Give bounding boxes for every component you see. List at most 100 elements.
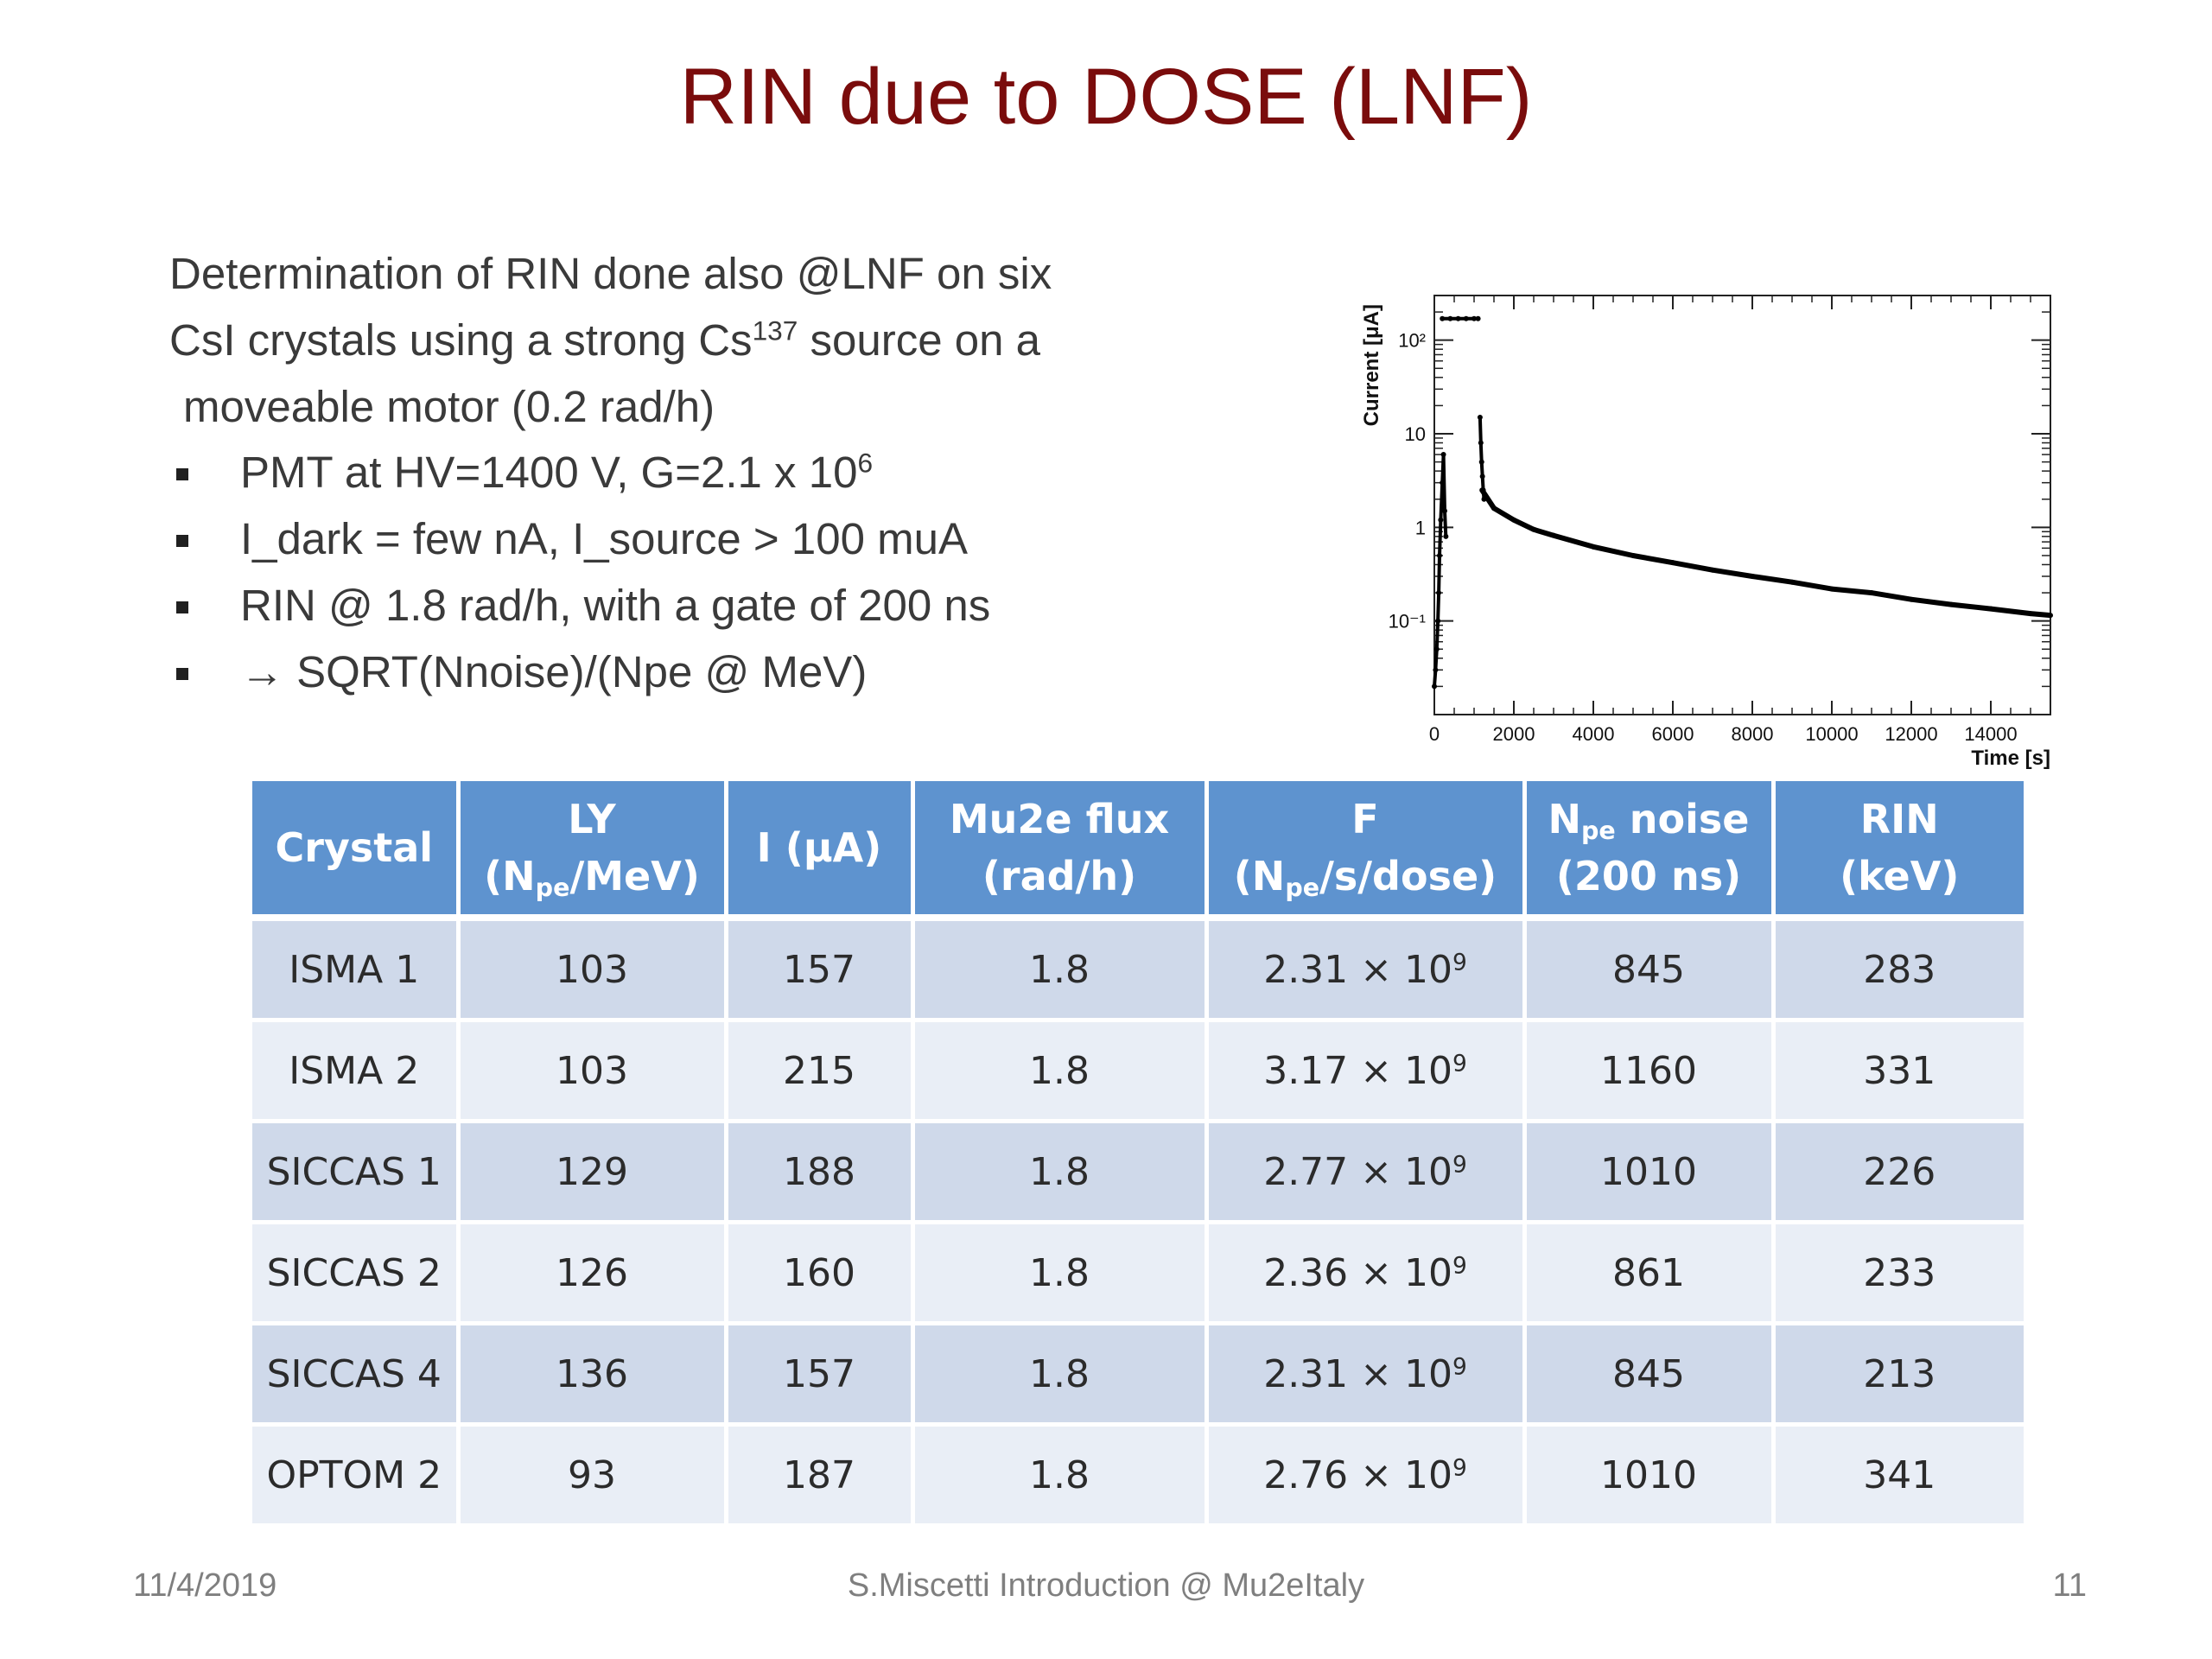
col-header-rin: RIN (keV): [1773, 781, 2024, 921]
data-point: [1478, 459, 1484, 465]
y-tick-label: 1: [1415, 517, 1426, 538]
col-header-noise: Npe noise (200 ns): [1524, 781, 1776, 921]
table-header-row: Crystal LY (Npe/MeV) I (μA) Mu2e flux (rad…: [252, 781, 2024, 921]
cell-crystal: OPTOM 2: [252, 1424, 461, 1528]
cell-crystal: SICCAS 2: [252, 1222, 461, 1325]
cell-current: 187: [726, 1424, 915, 1528]
data-point: [1478, 440, 1484, 446]
x-tick-label: 14000: [1964, 723, 2017, 745]
cell-noise: 1010: [1524, 1424, 1776, 1528]
cell-noise: 861: [1524, 1222, 1776, 1325]
data-point: [1511, 517, 1516, 523]
cell-current: 157: [726, 918, 915, 1022]
data-point: [1479, 487, 1485, 493]
data-point: [1630, 552, 1636, 558]
cell-flux: 1.8: [912, 918, 1209, 1022]
data-series-line: [1479, 488, 2051, 619]
table-row: ISMA 1 103 157 1.8 2.31 × 109 845 283: [252, 918, 2024, 1022]
x-tick-label: 12000: [1885, 723, 1937, 745]
intro-line-3: moveable motor (0.2 rad/h): [183, 382, 715, 431]
data-point: [1443, 533, 1449, 539]
cell-noise: 845: [1524, 1323, 1776, 1427]
data-point: [1455, 315, 1461, 321]
cell-ly: 103: [458, 918, 728, 1022]
data-point: [2028, 611, 2033, 617]
y-tick-label: 10²: [1398, 330, 1426, 352]
data-series-line: [1478, 416, 1486, 499]
data-point: [1433, 667, 1439, 673]
cell-current: 215: [726, 1020, 915, 1123]
data-point: [1551, 532, 1556, 538]
data-point: [1432, 683, 1437, 690]
y-axis-label: Current [μA]: [1360, 304, 1383, 426]
data-point: [1440, 452, 1446, 458]
data-point: [1869, 590, 1874, 596]
rin-table: Crystal LY (Npe/MeV) I (μA) Mu2e flux (rad…: [252, 781, 2024, 1528]
cell-noise: 845: [1524, 918, 1776, 1022]
table-row: OPTOM 2 93 187 1.8 2.76 × 109 1010 341: [252, 1424, 2024, 1528]
bullet-item: PMT at HV=1400 V, G=2.1 x 106: [169, 439, 990, 505]
plot-frame: [1433, 295, 2051, 715]
col-header-ly: LY (Npe/MeV): [458, 781, 728, 921]
table-row: ISMA 2 103 215 1.8 3.17 × 109 1160 331: [252, 1020, 2024, 1123]
col-header-crystal: Crystal: [252, 781, 461, 921]
cell-f: 2.31 × 109: [1206, 1323, 1527, 1427]
data-point: [1441, 508, 1447, 514]
cell-rin: 213: [1773, 1323, 2024, 1427]
cell-rin: 341: [1773, 1424, 2024, 1528]
cell-ly: 129: [458, 1121, 728, 1224]
data-point: [1475, 315, 1481, 321]
x-tick-label: 2000: [1493, 723, 1535, 745]
x-tick-label: 4000: [1573, 723, 1615, 745]
cell-rin: 331: [1773, 1020, 2024, 1123]
cell-f: 2.76 × 109: [1206, 1424, 1527, 1528]
cell-ly: 103: [458, 1020, 728, 1123]
data-point: [1829, 586, 1834, 592]
intro-line-1: Determination of RIN done also @LNF on s…: [169, 249, 1052, 298]
data-point: [1440, 480, 1446, 486]
x-tick-label: 8000: [1732, 723, 1774, 745]
footer-presenter: S.Miscetti Introduction @ Mu2eItaly: [847, 1567, 1365, 1604]
data-point: [1491, 505, 1497, 512]
cell-current: 157: [726, 1323, 915, 1427]
data-point: [1447, 315, 1453, 321]
data-point: [1463, 315, 1469, 321]
data-point: [1710, 567, 1715, 573]
isotope-mass-number: 137: [752, 315, 798, 346]
data-point: [1948, 601, 1954, 607]
cell-noise: 1010: [1524, 1121, 1776, 1224]
cell-rin: 283: [1773, 918, 2024, 1022]
cell-crystal: ISMA 2: [252, 1020, 461, 1123]
footer-date: 11/4/2019: [133, 1567, 277, 1604]
data-point: [1436, 552, 1442, 558]
cell-ly: 126: [458, 1222, 728, 1325]
bullet-item: → SQRT(Nnoise)/(Npe @ MeV): [169, 639, 990, 705]
y-tick-label: 10: [1405, 423, 1426, 445]
cell-rin: 233: [1773, 1222, 2024, 1325]
cell-f: 2.36 × 109: [1206, 1222, 1527, 1325]
cell-f: 2.31 × 109: [1206, 918, 1527, 1022]
x-axis-label: Time [s]: [1971, 747, 2050, 770]
data-point: [1591, 543, 1596, 550]
bullet-marker-icon: [176, 535, 188, 547]
table-row: SICCAS 4 136 157 1.8 2.31 × 109 845 213: [252, 1323, 2024, 1427]
data-point: [1479, 474, 1485, 480]
col-header-f: F (Npe/s/dose): [1206, 781, 1527, 921]
cell-current: 188: [726, 1121, 915, 1224]
data-point: [2048, 613, 2053, 619]
cell-flux: 1.8: [912, 1323, 1209, 1427]
slide-number: 11: [2052, 1567, 2087, 1604]
col-header-flux: Mu2e flux (rad/h): [912, 781, 1209, 921]
current-vs-time-chart: 0 2000 4000 6000 8000 10000 12000 14000 10⁻¹ 1 10 1…: [1360, 295, 2053, 770]
data-point: [1531, 526, 1536, 532]
cell-crystal: ISMA 1: [252, 918, 461, 1022]
cell-crystal: SICCAS 4: [252, 1323, 461, 1427]
bullet-marker-icon: [176, 601, 188, 613]
table-row: SICCAS 1 129 188 1.8 2.77 × 109 1010 226: [252, 1121, 2024, 1224]
bullet-list: PMT at HV=1400 V, G=2.1 x 106 I_dark = f…: [169, 439, 990, 705]
y-tick-label: 10⁻¹: [1389, 611, 1426, 632]
data-point: [1789, 579, 1795, 585]
data-point: [1471, 315, 1477, 321]
x-tick-label: 0: [1429, 723, 1440, 745]
bullet-marker-icon: [176, 668, 188, 680]
